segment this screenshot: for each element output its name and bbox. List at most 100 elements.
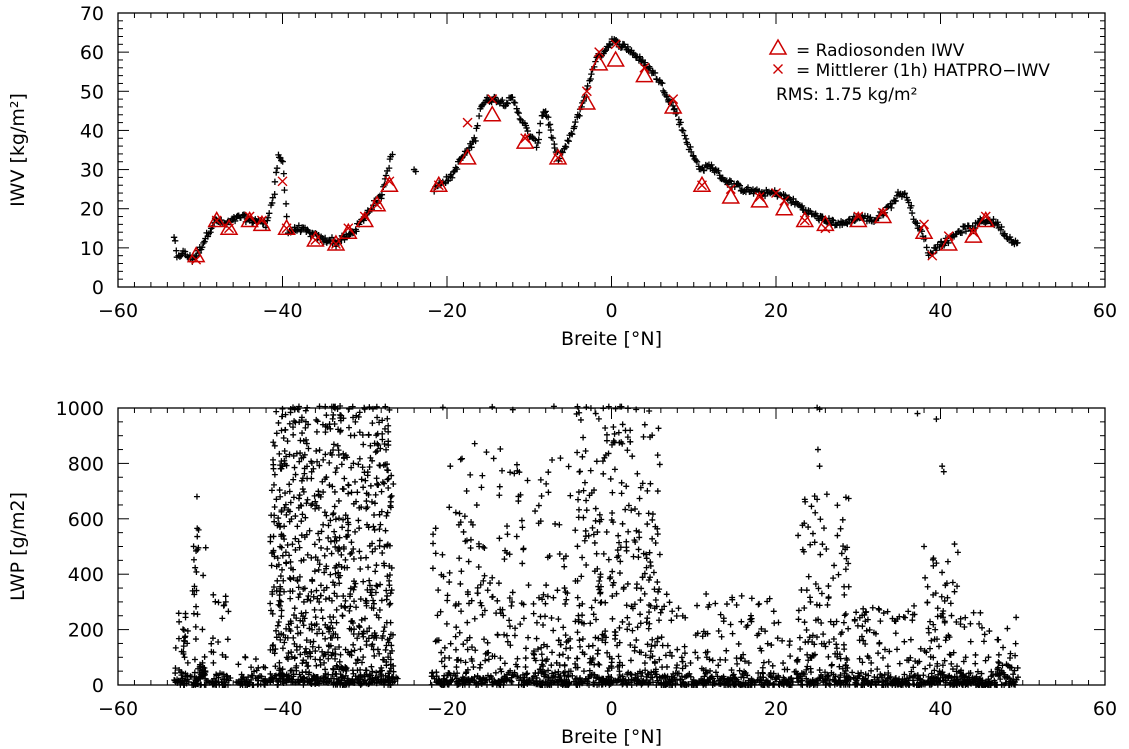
lwp-point [543,658,550,665]
iwv-point [509,94,516,101]
iwv-point [712,166,719,173]
lwp-point [507,642,514,649]
lwp-point [350,500,357,507]
lwp-point [626,621,633,628]
radiosonde-point [458,148,477,165]
lwp-point [385,639,392,646]
lwp-point [312,648,319,655]
lwp-point [820,525,827,532]
lwp-point [304,596,311,603]
lwp-point [592,410,599,417]
y-tick-label: 0 [92,675,104,697]
lwp-point [270,465,277,472]
lwp-point [619,520,626,527]
lwp-point [354,489,361,496]
lwp-point [522,655,529,662]
lwp-point [611,430,618,437]
lwp-point [552,520,559,527]
y-tick-label: 800 [68,453,104,475]
lwp-point [494,597,501,604]
lwp-point [636,649,643,656]
lwp-point [794,656,801,663]
radiosonde-point [873,207,893,224]
lwp-point [303,659,310,666]
lwp-point [580,620,587,627]
lwp-point [930,591,937,598]
lwp-point [188,673,195,680]
lwp-point [722,657,729,664]
lwp-point [300,598,307,605]
lwp-point [594,681,601,688]
lwp-point [370,646,377,653]
lwp-point [681,650,688,657]
iwv-point [277,154,284,161]
lwp-point [647,480,654,487]
lwp-point [467,536,474,543]
lwp-point [646,609,653,616]
lwp-point [354,656,361,663]
lwp-point [273,563,280,570]
iwv-point [450,168,457,176]
lwp-point [441,663,448,670]
lwp-point [520,546,527,553]
lwp-point [596,586,603,593]
lwp-point [972,660,979,667]
lwp-point [729,678,736,685]
lwp-point [1003,661,1010,668]
lwp-point [669,608,676,615]
lwp-point [976,676,983,683]
lwp-point [481,607,488,614]
lwp-point [313,416,320,423]
lwp-point [567,668,574,675]
lwp-point [652,597,659,604]
lwp-point [543,480,550,487]
lwp-point [655,679,662,686]
lwp-point [581,651,588,658]
lwp-point [315,530,322,537]
lwp-point [379,656,386,663]
lwp-point [646,549,653,556]
lwp-point [574,629,581,636]
lwp-point [950,649,957,656]
lwp-point [523,671,530,678]
lwp-point [842,494,849,501]
lwp-point [498,668,505,675]
iwv-point [443,173,450,181]
lwp-point [172,644,179,651]
lwp-point [675,670,682,677]
lwp-point [748,618,755,625]
lwp-point [286,451,293,458]
lwp-point [624,626,631,633]
lwp-point [613,590,620,597]
lwp-point [644,615,651,622]
iwv-point [200,239,207,247]
lwp-point [645,577,652,584]
radiosonde-point [939,234,959,251]
lwp-point [668,617,675,624]
lwp-point [538,661,545,668]
lwp-point [271,518,278,525]
lwp-point [766,595,773,602]
lwp-point [331,590,338,597]
iwv-point [663,93,670,100]
lwp-point [842,610,849,617]
lwp-point [497,606,504,613]
iwv-point [503,99,510,107]
lwp-point [841,612,848,619]
lwp-point [599,681,606,688]
lwp-point [311,541,318,548]
lwp-point [562,600,569,607]
lwp-point [609,615,616,622]
lwp-point [388,492,395,499]
lwp-point [560,624,567,631]
legend-label-radiosonde: = Radiosonden IWV [796,41,965,61]
lwp-point [641,421,648,428]
hatpro-point [771,188,781,199]
lwp-point [656,617,663,624]
lwp-point [278,544,285,551]
lwp-point [487,673,494,680]
lwp-point [353,604,360,611]
lwp-point [796,634,803,641]
lwp-point [925,629,932,636]
lwp-point [561,563,568,570]
